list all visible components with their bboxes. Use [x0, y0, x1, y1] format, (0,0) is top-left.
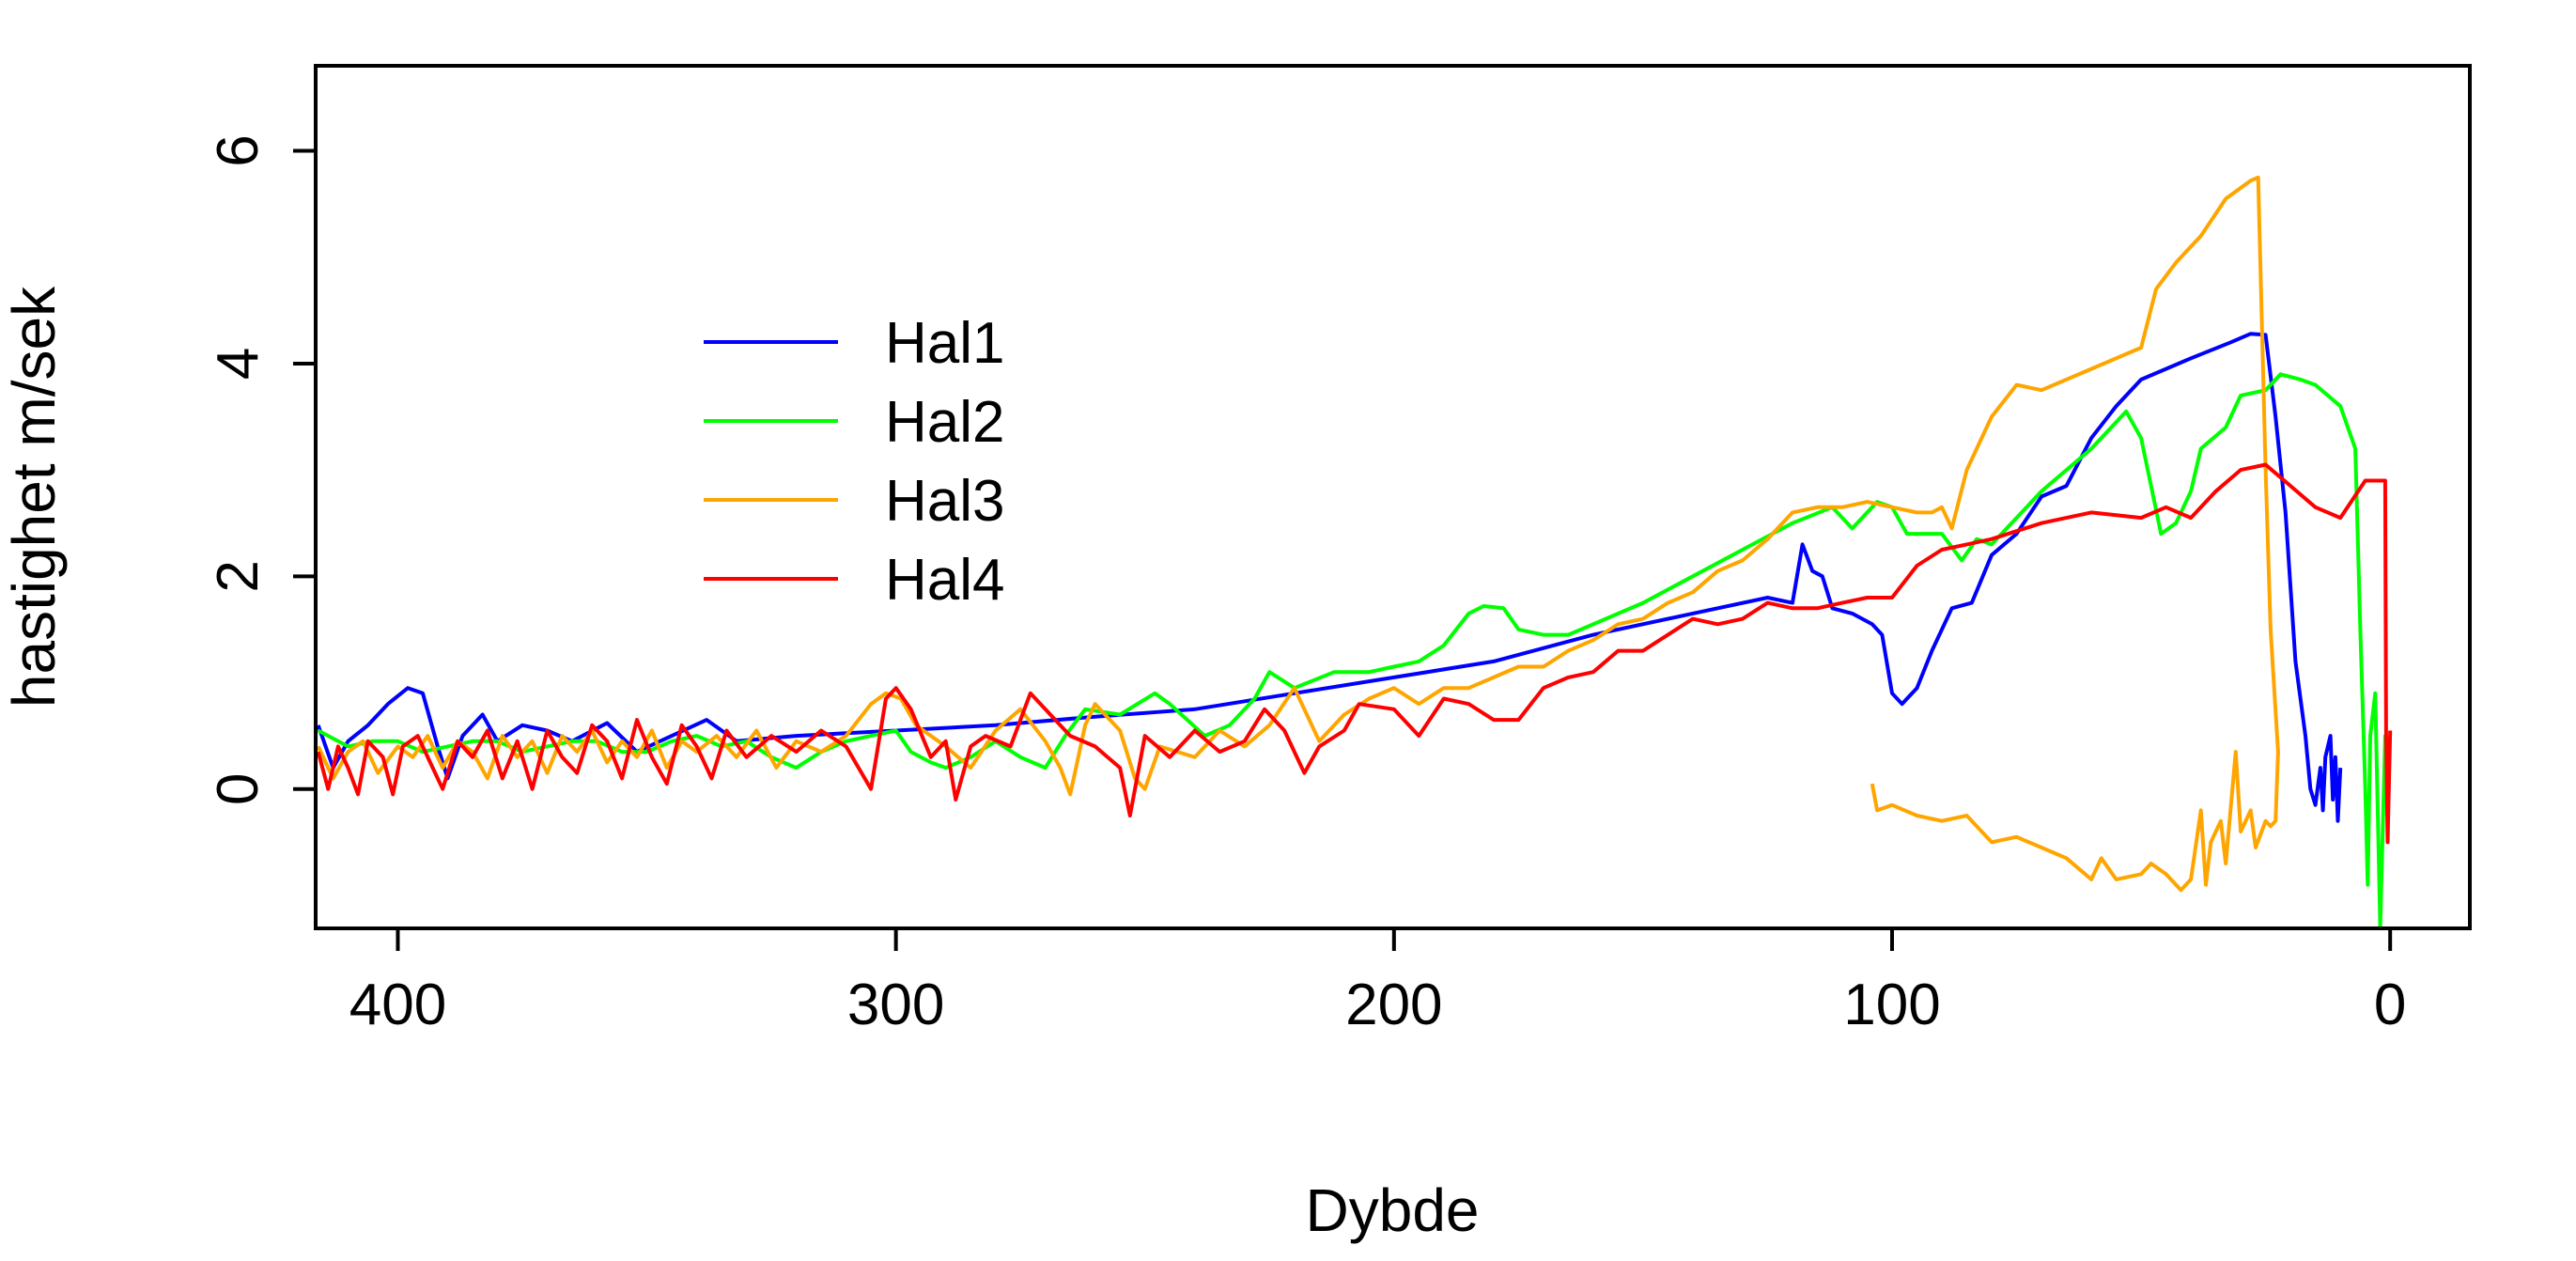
x-tick-label: 400: [349, 973, 446, 1037]
legend-label: Hal3: [885, 469, 1005, 534]
y-tick-label: 4: [206, 348, 271, 380]
series-line-hal2: [317, 372, 2390, 929]
series-line-hal4: [316, 462, 2393, 845]
x-tick-label: 100: [1843, 973, 1940, 1037]
series-layer: [316, 175, 2393, 929]
y-tick-label: 6: [206, 134, 271, 166]
series-line-hal3: [316, 175, 2280, 893]
x-tick-label: 300: [847, 973, 944, 1037]
legend-label: Hal1: [885, 311, 1005, 376]
axes-layer: 400 300 200 100 0 0 2 4 6: [206, 134, 2406, 1037]
legend-label: Hal4: [885, 548, 1005, 613]
y-tick-label: 0: [206, 772, 271, 804]
legend-label: Hal2: [885, 390, 1005, 455]
series-line-hal1: [316, 332, 2343, 823]
y-tick-label: 2: [206, 560, 271, 592]
x-axis-label: Dybde: [1306, 1176, 1480, 1244]
x-tick-label: 200: [1345, 973, 1442, 1037]
plot-frame: [314, 64, 2472, 930]
y-axis-label: hastighet m/sek: [0, 286, 68, 708]
x-tick-label: 0: [2374, 973, 2406, 1037]
legend: Hal1 Hal2 Hal3 Hal4: [704, 311, 1005, 613]
